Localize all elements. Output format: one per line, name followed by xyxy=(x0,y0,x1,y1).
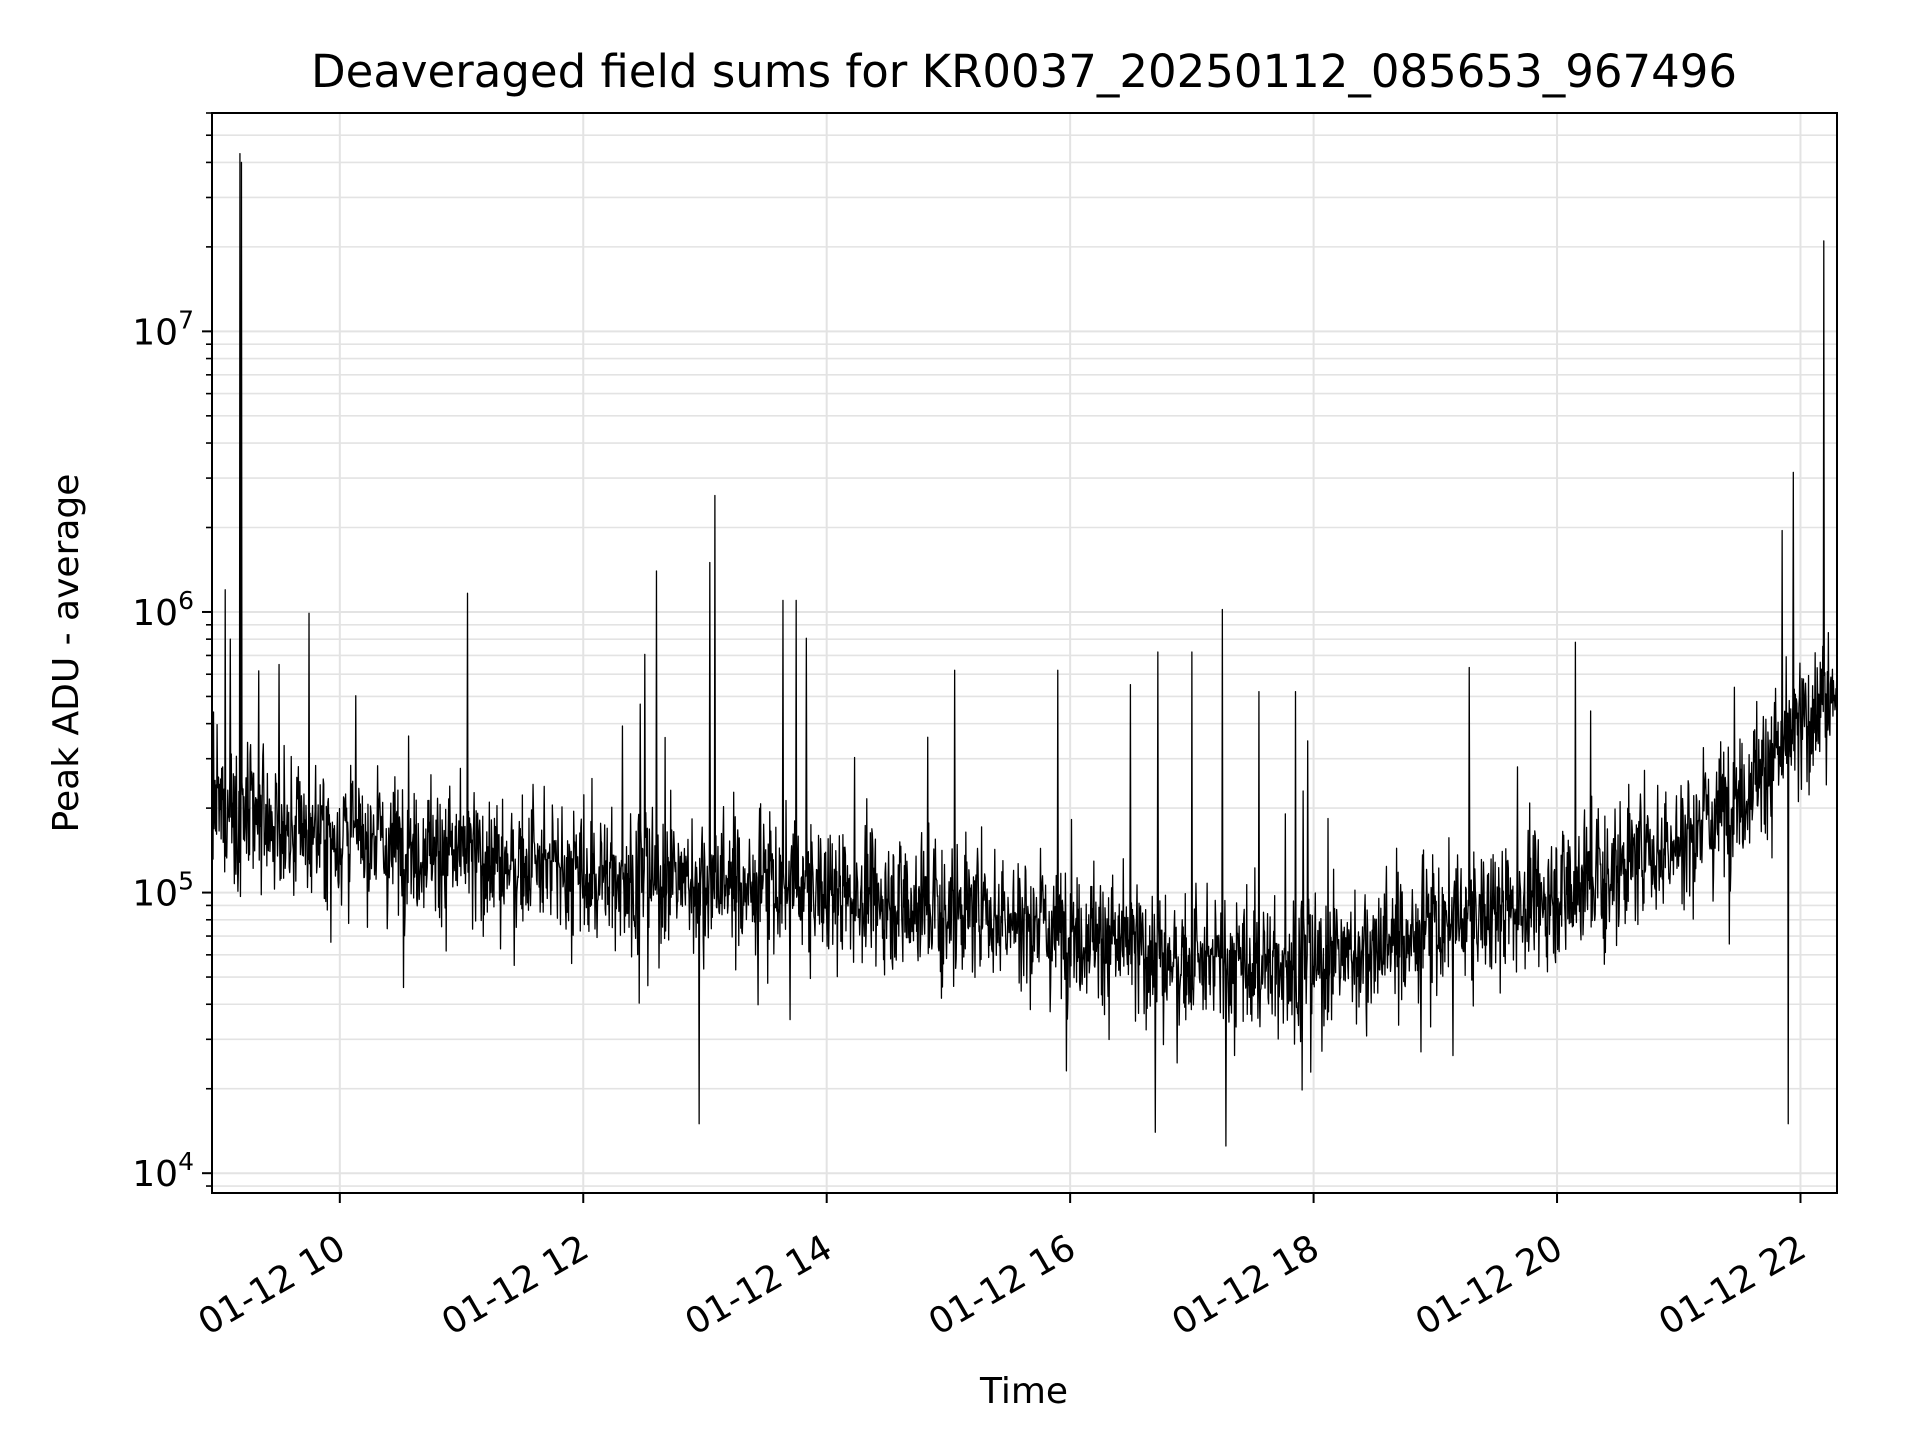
y-tick-label: 104 xyxy=(132,1147,194,1195)
data-line xyxy=(211,152,1838,1147)
x-axis-label: Time xyxy=(979,1371,1068,1412)
y-tick-label: 106 xyxy=(132,586,194,634)
series xyxy=(211,152,1838,1147)
grid xyxy=(212,112,1837,1193)
y-axis-label: Peak ADU - average xyxy=(46,474,87,833)
y-tick-label: 107 xyxy=(132,305,194,353)
plot-frame xyxy=(211,112,1838,1194)
y-axis: 104 105 106 107 xyxy=(132,112,212,1195)
chart-title: Deaveraged field sums for KR0037_2025011… xyxy=(311,45,1737,98)
y-tick-label: 105 xyxy=(132,867,194,915)
